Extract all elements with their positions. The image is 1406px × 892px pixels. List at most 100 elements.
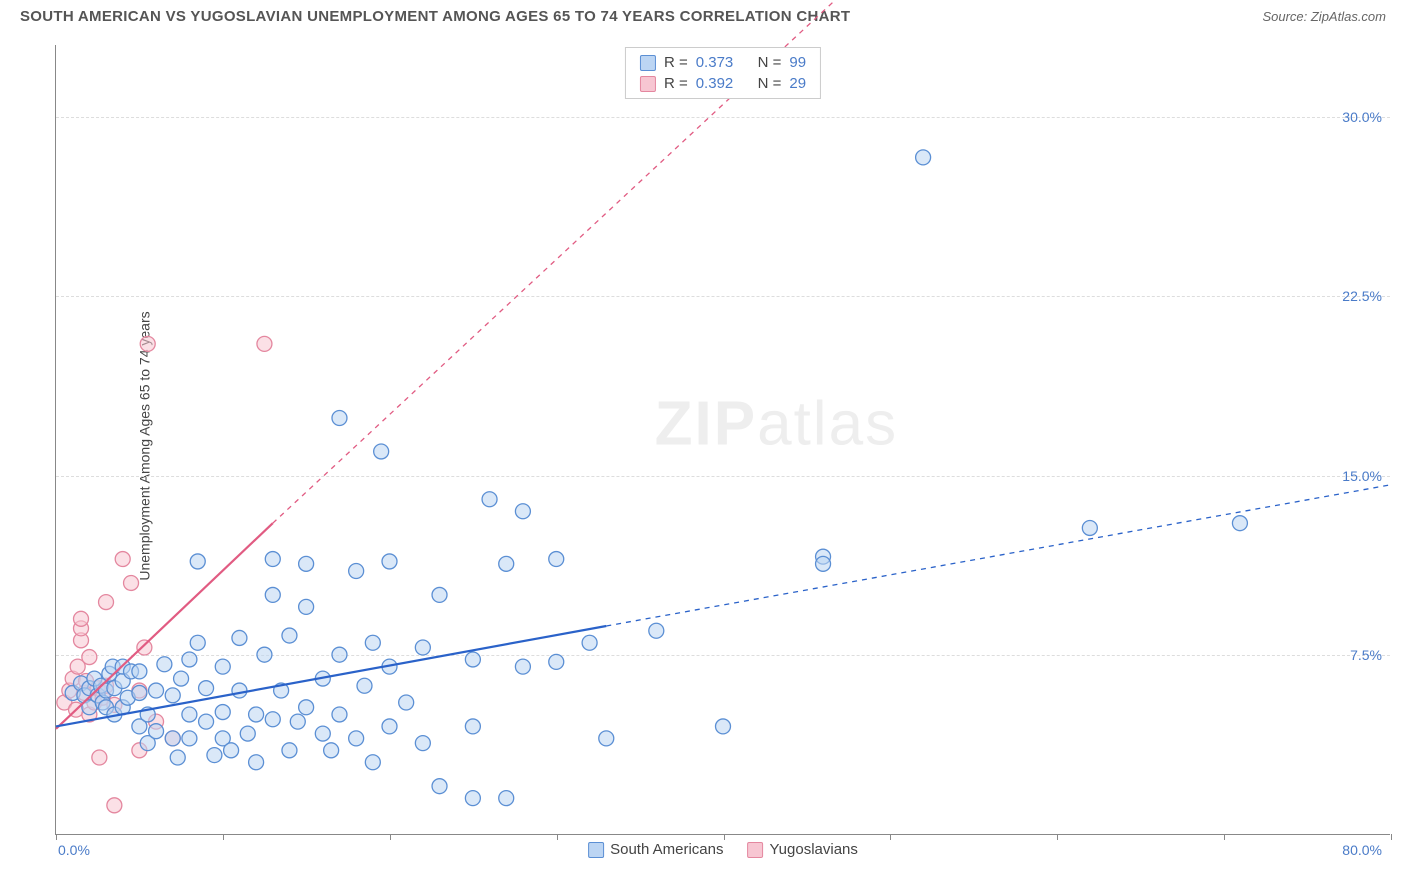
point-sa: [199, 681, 214, 696]
x-axis-max-label: 80.0%: [1342, 842, 1382, 858]
point-sa: [282, 743, 297, 758]
point-sa: [649, 623, 664, 638]
point-sa: [465, 719, 480, 734]
point-sa: [299, 599, 314, 614]
point-sa: [170, 750, 185, 765]
point-sa: [265, 552, 280, 567]
point-yu: [124, 575, 139, 590]
point-sa: [299, 556, 314, 571]
r-value-sa: 0.373: [696, 54, 734, 71]
point-sa: [816, 556, 831, 571]
point-sa: [332, 707, 347, 722]
point-sa: [465, 652, 480, 667]
point-yu: [74, 611, 89, 626]
point-sa: [240, 726, 255, 741]
point-sa: [716, 719, 731, 734]
r-label: R =: [664, 75, 688, 92]
point-sa: [365, 635, 380, 650]
swatch-yu-icon: [640, 76, 656, 92]
point-sa: [132, 664, 147, 679]
point-sa: [332, 410, 347, 425]
point-sa: [315, 726, 330, 741]
point-sa: [382, 719, 397, 734]
series-legend: South Americans Yugoslavians: [588, 841, 858, 858]
chart-title: SOUTH AMERICAN VS YUGOSLAVIAN UNEMPLOYME…: [20, 8, 850, 25]
source-prefix: Source:: [1262, 9, 1310, 24]
point-sa: [199, 714, 214, 729]
point-sa: [182, 707, 197, 722]
point-sa: [465, 791, 480, 806]
legend-label-sa: South Americans: [610, 841, 723, 858]
point-sa: [182, 652, 197, 667]
point-sa: [415, 640, 430, 655]
point-sa: [599, 731, 614, 746]
point-sa: [515, 659, 530, 674]
point-sa: [265, 587, 280, 602]
source-name: ZipAtlas.com: [1311, 9, 1386, 24]
n-value-sa: 99: [789, 54, 806, 71]
point-sa: [415, 736, 430, 751]
point-yu: [99, 595, 114, 610]
point-sa: [432, 587, 447, 602]
chart-plot-area: ZIPatlas 7.5%15.0%22.5%30.0% 0.0% 80.0% …: [55, 45, 1390, 835]
point-sa: [265, 712, 280, 727]
point-sa: [299, 700, 314, 715]
n-value-yu: 29: [789, 75, 806, 92]
point-sa: [190, 554, 205, 569]
legend-item-sa: South Americans: [588, 841, 723, 858]
point-sa: [499, 556, 514, 571]
r-value-yu: 0.392: [696, 75, 734, 92]
point-yu: [257, 336, 272, 351]
point-sa: [215, 705, 230, 720]
point-sa: [232, 630, 247, 645]
point-sa: [499, 791, 514, 806]
point-sa: [282, 628, 297, 643]
point-sa: [374, 444, 389, 459]
swatch-sa-icon: [588, 842, 604, 858]
point-sa: [174, 671, 189, 686]
point-sa: [332, 647, 347, 662]
point-sa: [249, 707, 264, 722]
point-sa: [249, 755, 264, 770]
point-sa: [215, 659, 230, 674]
point-sa: [432, 779, 447, 794]
point-sa: [232, 683, 247, 698]
scatter-svg: [56, 45, 1390, 834]
source-attribution: Source: ZipAtlas.com: [1262, 9, 1386, 24]
n-label: N =: [758, 54, 782, 71]
point-sa: [157, 657, 172, 672]
point-sa: [224, 743, 239, 758]
point-sa: [916, 150, 931, 165]
point-sa: [290, 714, 305, 729]
point-sa: [207, 748, 222, 763]
point-sa: [349, 564, 364, 579]
point-sa: [515, 504, 530, 519]
point-sa: [149, 724, 164, 739]
n-label: N =: [758, 75, 782, 92]
point-sa: [257, 647, 272, 662]
point-sa: [382, 554, 397, 569]
stats-row-yu: R = 0.392 N = 29: [640, 73, 806, 94]
x-axis-min-label: 0.0%: [58, 842, 90, 858]
trend-line-dashed: [606, 485, 1390, 626]
swatch-sa-icon: [640, 55, 656, 71]
point-sa: [1082, 520, 1097, 535]
point-yu: [92, 750, 107, 765]
point-sa: [549, 654, 564, 669]
r-label: R =: [664, 54, 688, 71]
legend-item-yu: Yugoslavians: [748, 841, 858, 858]
point-yu: [107, 798, 122, 813]
point-sa: [132, 685, 147, 700]
point-sa: [324, 743, 339, 758]
point-sa: [165, 688, 180, 703]
swatch-yu-icon: [748, 842, 764, 858]
point-sa: [149, 683, 164, 698]
point-sa: [365, 755, 380, 770]
point-sa: [582, 635, 597, 650]
correlation-stats-legend: R = 0.373 N = 99 R = 0.392 N = 29: [625, 47, 821, 99]
point-yu: [115, 552, 130, 567]
point-yu: [82, 650, 97, 665]
stats-row-sa: R = 0.373 N = 99: [640, 52, 806, 73]
point-sa: [190, 635, 205, 650]
point-sa: [349, 731, 364, 746]
